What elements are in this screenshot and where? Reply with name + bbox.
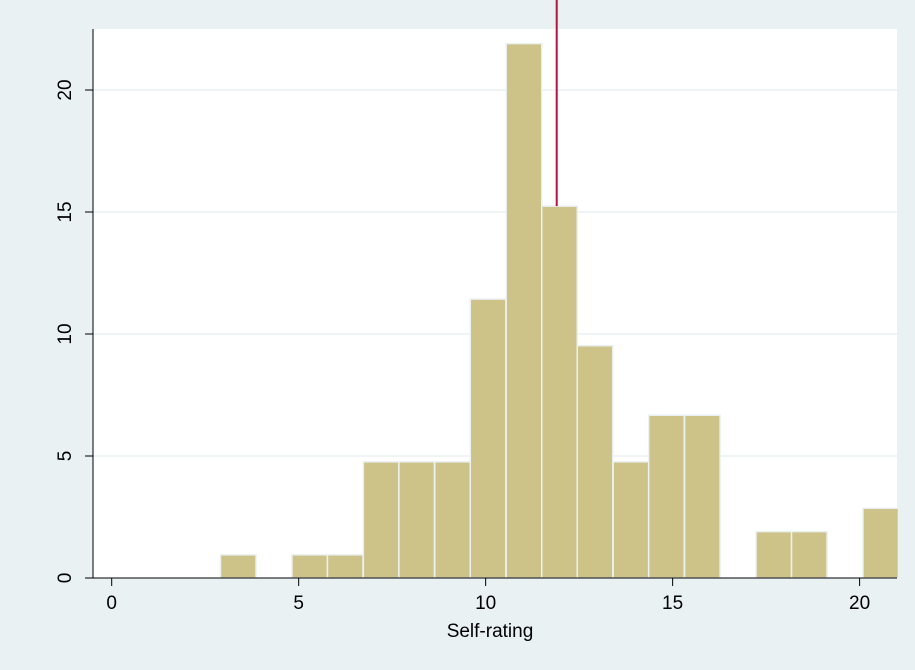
y-tick-label: 10: [55, 323, 76, 344]
x-tick-label: 5: [293, 593, 304, 614]
histogram-bar: [790, 530, 828, 579]
y-ticks: 0 5 10 15 20: [55, 79, 93, 583]
histogram-bar: [362, 461, 400, 579]
histogram-bar: [326, 554, 364, 579]
y-tick-label: 0: [55, 573, 76, 584]
histogram-bar: [219, 554, 257, 579]
x-axis-title: Self-rating: [447, 621, 534, 642]
axes: [92, 29, 897, 579]
histogram-bar: [291, 554, 329, 579]
x-tick-label: 0: [106, 593, 117, 614]
x-tick-label: 15: [662, 593, 683, 614]
histogram-bar: [434, 461, 472, 579]
histogram-bar: [398, 461, 436, 579]
histogram-bar: [505, 42, 543, 579]
x-tick-label: 20: [849, 593, 870, 614]
bars: [219, 42, 900, 579]
x-tick-label: 10: [475, 593, 496, 614]
histogram-bar: [540, 205, 579, 579]
histogram-bar: [469, 298, 507, 579]
histogram-bar: [612, 461, 650, 579]
histogram-bar: [683, 414, 721, 579]
y-tick-label: 5: [55, 451, 76, 462]
x-ticks: 0 5 10 15 20: [106, 578, 870, 614]
histogram-bar: [862, 507, 900, 579]
histogram-bar: [647, 414, 685, 579]
histogram-bar: [576, 344, 614, 579]
y-tick-label: 15: [55, 201, 76, 222]
histogram-bar: [755, 530, 793, 579]
y-tick-label: 20: [55, 79, 76, 100]
